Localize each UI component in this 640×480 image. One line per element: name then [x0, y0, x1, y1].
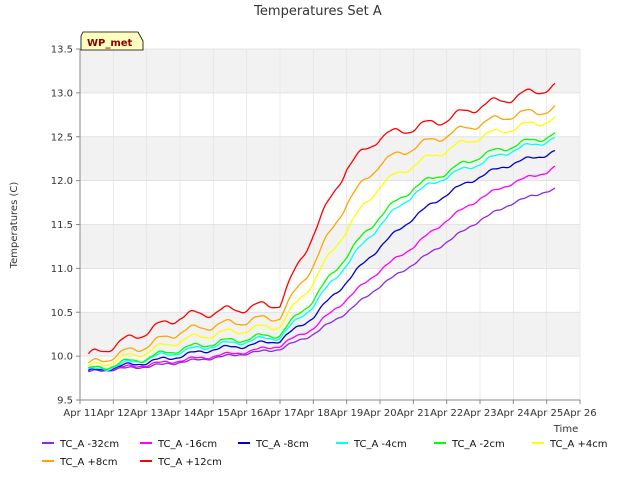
- series-line: [87, 82, 556, 355]
- legend-label: TC_A +12cm: [157, 457, 222, 468]
- y-tick-label: 13.5: [51, 45, 73, 56]
- legend-label: TC_A +8cm: [59, 457, 118, 468]
- legend-label: TC_A -16cm: [157, 439, 217, 450]
- x-tick-label: Apr 19: [330, 408, 363, 419]
- site-label: WP_met: [87, 38, 133, 49]
- x-axis-title: Time: [553, 424, 578, 435]
- series-line: [87, 149, 556, 372]
- series-line: [87, 105, 556, 364]
- x-tick-label: Apr 14: [163, 408, 196, 419]
- shaded-band: [80, 49, 580, 93]
- y-tick-label: 12.5: [51, 132, 73, 143]
- axes: 9.5 10.0 10.5 11.0 11.5 12.0 12.5 13.0 13.5 Apr 1…: [51, 45, 597, 420]
- x-tick-label: Apr 18: [297, 408, 330, 419]
- chart-title: Temperatures Set A: [253, 4, 382, 19]
- series-line: [88, 136, 556, 372]
- y-tick-label: 9.5: [57, 396, 73, 407]
- x-tick-label: Apr 23: [463, 408, 496, 419]
- legend-label: TC_A -32cm: [59, 439, 119, 450]
- site-badge: WP_met: [80, 31, 144, 51]
- x-tick-label: Apr 16: [230, 408, 263, 419]
- x-tick-label: Apr 11: [63, 408, 96, 419]
- legend-label: TC_A -2cm: [451, 439, 505, 450]
- y-axis-title: Temperatures (C): [9, 182, 20, 270]
- y-tick-label: 11.0: [51, 264, 73, 275]
- legend-label: TC_A -4cm: [353, 439, 407, 450]
- x-tick-label: Apr 15: [197, 408, 230, 419]
- y-tick-label: 10.5: [51, 308, 73, 319]
- x-tick-label: Apr 13: [130, 408, 163, 419]
- x-tick-label: Apr 26: [563, 408, 596, 419]
- legend: TC_A -32cm TC_A -16cm TC_A -8cm TC_A -4cm TC…: [42, 439, 608, 468]
- y-tick-label: 12.0: [51, 176, 73, 187]
- x-tick-label: Apr 24: [497, 408, 530, 419]
- x-tick-label: Apr 25: [530, 408, 563, 419]
- x-tick-label: Apr 20: [363, 408, 396, 419]
- legend-label: TC_A +4cm: [549, 439, 608, 450]
- legend-label: TC_A -8cm: [255, 439, 309, 450]
- x-tick-label: Apr 12: [97, 408, 130, 419]
- series-layer: [87, 82, 556, 373]
- x-tick-label: Apr 22: [430, 408, 463, 419]
- series-line: [88, 132, 556, 370]
- series-line: [88, 116, 556, 367]
- x-tick-label: Apr 21: [397, 408, 430, 419]
- y-tick-label: 10.0: [51, 352, 73, 363]
- x-tick-label: Apr 17: [263, 408, 296, 419]
- shaded-band: [80, 136, 580, 181]
- y-tick-label: 13.0: [51, 88, 73, 99]
- series-line: [88, 165, 556, 372]
- shaded-band: [80, 312, 580, 357]
- series-line: [88, 187, 556, 373]
- y-tick-label: 11.5: [51, 220, 73, 231]
- site-badge-shape: [80, 31, 144, 51]
